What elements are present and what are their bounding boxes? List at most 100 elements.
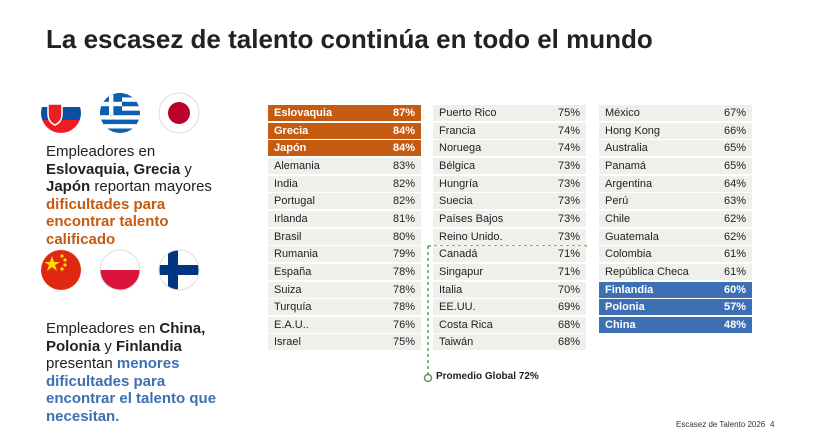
country: Reino Unido. (439, 230, 503, 243)
text-line: calificado (46, 231, 212, 249)
table-row: Suiza 78% (268, 281, 421, 298)
table-row: Costa Rica 68% (433, 316, 586, 333)
percentage: 61% (723, 248, 746, 261)
country: Hong Kong (605, 124, 661, 137)
percentage: 82% (392, 195, 415, 208)
percentage: 78% (392, 301, 415, 314)
table-row: México 67% (599, 105, 752, 121)
country: Australia (605, 142, 648, 155)
percentage: 68% (557, 318, 580, 331)
country: Eslovaquia (274, 107, 333, 119)
country: Chile (605, 212, 631, 225)
text-segment: Finlandia (116, 337, 182, 355)
country: España (274, 265, 312, 278)
percentage: 79% (392, 248, 415, 261)
table-row: Eslovaquia 87% (268, 105, 421, 121)
percentage: 81% (392, 212, 415, 225)
table-row: Hong Kong 66% (599, 122, 752, 139)
table-row: Argentina 64% (599, 175, 752, 192)
table-row: Australia 65% (599, 140, 752, 157)
average-bracket (427, 245, 588, 377)
text-line: Japón reportan mayores (46, 178, 212, 196)
percentage: 68% (557, 336, 580, 349)
percentage: 75% (392, 336, 415, 349)
percentage: 83% (392, 159, 415, 172)
table-row: Reino Unido. 73% (433, 228, 586, 245)
table-row: Alemania 83% (268, 157, 421, 174)
top-text: Empleadores en Eslovaquia, Grecia y Japón … (46, 143, 212, 249)
country: Guatemala (605, 230, 659, 243)
table-row: Suecia 73% (433, 193, 586, 210)
table-row: Taiwán 68% (433, 334, 586, 351)
flag-slovakia (41, 93, 81, 133)
country: Alemania (274, 159, 320, 172)
table-row: Países Bajos 73% (433, 210, 586, 227)
table-row: E.A.U.. 76% (268, 316, 421, 333)
flag-china (41, 250, 81, 290)
table-row: Israel 75% (268, 334, 421, 351)
text-line: Polonia y Finlandia (46, 338, 216, 356)
country: E.A.U.. (274, 318, 309, 331)
text-segment: dificultades para (46, 372, 166, 390)
country: Irlanda (274, 212, 308, 225)
country: Suiza (274, 283, 302, 296)
table-row: Turquía 78% (268, 299, 421, 316)
text-line: Eslovaquia, Grecia y (46, 161, 212, 179)
country: Hungría (439, 177, 479, 190)
country: Singapur (439, 265, 484, 278)
table-row: China 48% (599, 316, 752, 333)
country: Rumania (274, 248, 319, 261)
country: México (605, 107, 640, 119)
text-segment: necesitan. (46, 407, 120, 425)
percentage: 70% (557, 283, 580, 296)
percentage: 73% (557, 159, 580, 172)
table-row: Polonia 57% (599, 299, 752, 316)
percentage: 65% (723, 142, 746, 155)
flag-greece (100, 93, 140, 133)
percentage: 80% (392, 230, 415, 243)
percentage: 75% (557, 107, 580, 119)
table-row: Chile 62% (599, 210, 752, 227)
text-line: encontrar talento (46, 213, 212, 231)
percentage: 73% (557, 212, 580, 225)
country: Francia (439, 124, 476, 137)
text-line: Empleadores en (46, 143, 212, 161)
text-line: dificultades para (46, 196, 212, 214)
percentage: 71% (557, 265, 580, 278)
country: Bélgica (439, 159, 476, 172)
country: Polonia (605, 301, 645, 314)
text-segment: Eslovaquia, Grecia (46, 160, 181, 178)
percentage: 78% (392, 283, 415, 296)
table-row: Rumania 79% (268, 246, 421, 263)
table-row: Colombia 61% (599, 246, 752, 263)
table-row: Bélgica 73% (433, 157, 586, 174)
country: Panamá (605, 159, 646, 172)
text-segment: China, (159, 320, 206, 337)
text-segment: y (180, 160, 192, 178)
percentage: 82% (392, 177, 415, 190)
text-segment: Japón (46, 178, 91, 196)
table-row: Irlanda 81% (268, 210, 421, 227)
country: India (274, 177, 298, 190)
percentage: 74% (557, 124, 580, 137)
percentage: 67% (723, 107, 746, 119)
percentage: 87% (392, 107, 415, 119)
country: Colombia (605, 248, 652, 261)
percentage: 63% (723, 195, 746, 208)
country: República Checa (605, 265, 689, 278)
table-row: Canadá 71% (433, 246, 586, 263)
country: Países Bajos (439, 212, 504, 225)
percentage: 65% (723, 159, 746, 172)
bottom-text: Empleadores en China, Polonia y Finlandia… (46, 320, 216, 426)
text-segment: Empleadores en (46, 320, 160, 337)
country: Brasil (274, 230, 302, 243)
percentage: 64% (723, 177, 746, 190)
table-row: India 82% (268, 175, 421, 192)
footer-text: Escasez de Talento 2026 (676, 420, 766, 429)
table-row: España 78% (268, 263, 421, 280)
percentage: 73% (557, 195, 580, 208)
title: La escasez de talento continúa en todo e… (46, 24, 653, 54)
percentage: 73% (557, 230, 580, 243)
